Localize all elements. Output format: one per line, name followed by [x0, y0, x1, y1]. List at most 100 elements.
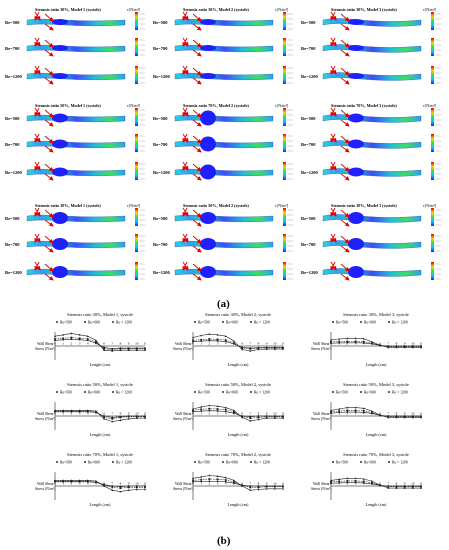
legend-marker — [222, 321, 224, 323]
data-point — [265, 347, 268, 349]
data-point — [233, 482, 235, 485]
y-axis-label: Wall Shear — [175, 342, 192, 346]
x-tick-label: 4 — [225, 342, 227, 346]
legend-label: Re=500 — [60, 321, 72, 325]
series-line — [192, 405, 283, 422]
vessel-contour — [174, 72, 274, 81]
data-point — [257, 488, 260, 491]
legend-marker — [388, 321, 390, 323]
data-point — [273, 487, 276, 490]
data-point — [387, 346, 390, 349]
colorbar-unit: τ[N/m²] — [127, 203, 141, 208]
x-tick-label: 11 — [143, 412, 147, 416]
vessel-contour — [26, 44, 126, 53]
x-tick-label: 4 — [87, 482, 89, 486]
data-point — [265, 347, 268, 350]
flow-arrow — [34, 207, 40, 217]
colorbar — [135, 208, 138, 226]
stenosis-region — [52, 212, 68, 224]
contour-block-title: Stenosis ratio 70%, Model 3 (systole) — [331, 103, 397, 108]
colorbar — [283, 262, 286, 280]
wss-plot: Stenosis ratio 70%, Model 2, systole Re=5… — [173, 452, 285, 507]
data-point — [233, 410, 235, 413]
x-tick-label: 0 — [54, 412, 56, 416]
colorbar — [135, 134, 138, 152]
x-tick-label: 1 — [200, 342, 202, 346]
data-point — [346, 481, 349, 484]
wss-plot: Stenosis ratio 70%, Model 1, systole Re=5… — [35, 452, 147, 507]
flow-arrow — [44, 135, 54, 144]
vessel-contour — [322, 44, 422, 53]
data-point — [144, 488, 146, 491]
reynolds-label: Re=1200 — [301, 74, 319, 79]
legend-marker — [388, 391, 390, 393]
reynolds-label: Re=500 — [5, 20, 20, 25]
x-axis-label: Length (cm) — [228, 432, 249, 437]
colorbar-unit: τ[N/m²] — [423, 103, 437, 108]
x-tick-label: 9 — [266, 342, 268, 346]
legend-label: Re=600 — [364, 391, 376, 395]
legend-label: Re = 1200 — [254, 391, 270, 395]
data-point — [144, 486, 146, 489]
flow-arrow — [340, 209, 350, 218]
data-point — [330, 409, 332, 412]
data-point — [395, 485, 398, 488]
flow-arrow — [34, 161, 40, 171]
stenosis-region — [52, 113, 68, 123]
flow-arrow — [182, 107, 188, 117]
data-point — [208, 333, 211, 335]
x-tick-label: 10 — [411, 412, 415, 416]
x-tick-label: 5 — [95, 412, 97, 416]
data-point — [192, 477, 194, 480]
data-point — [370, 410, 373, 412]
data-point — [338, 340, 341, 343]
stenosis-region — [348, 73, 364, 79]
y-axis-label: Wall Shear — [37, 342, 54, 346]
legend-label: Re=500 — [336, 391, 348, 395]
colorbar-unit: τ[N/m²] — [423, 7, 437, 12]
vessel-contour — [26, 268, 126, 277]
legend-marker — [56, 461, 58, 463]
data-point — [135, 415, 138, 418]
reynolds-label: Re=700 — [301, 242, 316, 247]
colorbar — [135, 108, 138, 126]
flow-arrow — [192, 13, 202, 22]
flow-arrow — [330, 65, 336, 75]
legend-marker — [112, 321, 114, 323]
flow-arrow — [192, 23, 202, 31]
flow-arrow — [34, 233, 40, 243]
flow-arrow — [44, 49, 54, 57]
data-point — [192, 409, 194, 412]
x-axis-label: Length (cm) — [366, 362, 387, 367]
stenosis-region — [348, 45, 364, 51]
flow-arrow — [340, 145, 350, 153]
reynolds-label: Re=700 — [301, 142, 316, 147]
legend-marker — [84, 321, 86, 323]
legend-marker — [250, 391, 252, 393]
data-point — [224, 408, 227, 411]
x-tick-label: 9 — [404, 412, 406, 416]
vessel-contour — [322, 72, 422, 81]
x-tick-label: 8 — [258, 482, 260, 486]
flow-arrow — [34, 133, 40, 143]
data-point — [70, 409, 73, 412]
data-point — [144, 485, 146, 487]
vessel-contour — [174, 268, 274, 277]
data-point — [208, 409, 211, 412]
x-tick-label: 7 — [387, 482, 389, 486]
flow-arrow — [192, 39, 202, 48]
data-point — [192, 340, 194, 343]
x-tick-label: 4 — [363, 412, 365, 416]
plot-title: Stenosis ratio 70%, Model 2, systole — [205, 452, 271, 458]
data-point — [403, 346, 406, 349]
legend-label: Re=500 — [198, 461, 210, 465]
data-point — [420, 487, 422, 489]
x-tick-label: 7 — [111, 482, 113, 486]
data-point — [346, 411, 349, 413]
data-point — [330, 480, 332, 483]
x-tick-label: 0 — [192, 342, 194, 346]
data-point — [387, 416, 390, 419]
contour-block-title: Stenosis ratio 70%, Model 2 (systole) — [183, 103, 249, 108]
vessel-contour — [26, 214, 126, 223]
flow-arrow — [340, 273, 350, 281]
